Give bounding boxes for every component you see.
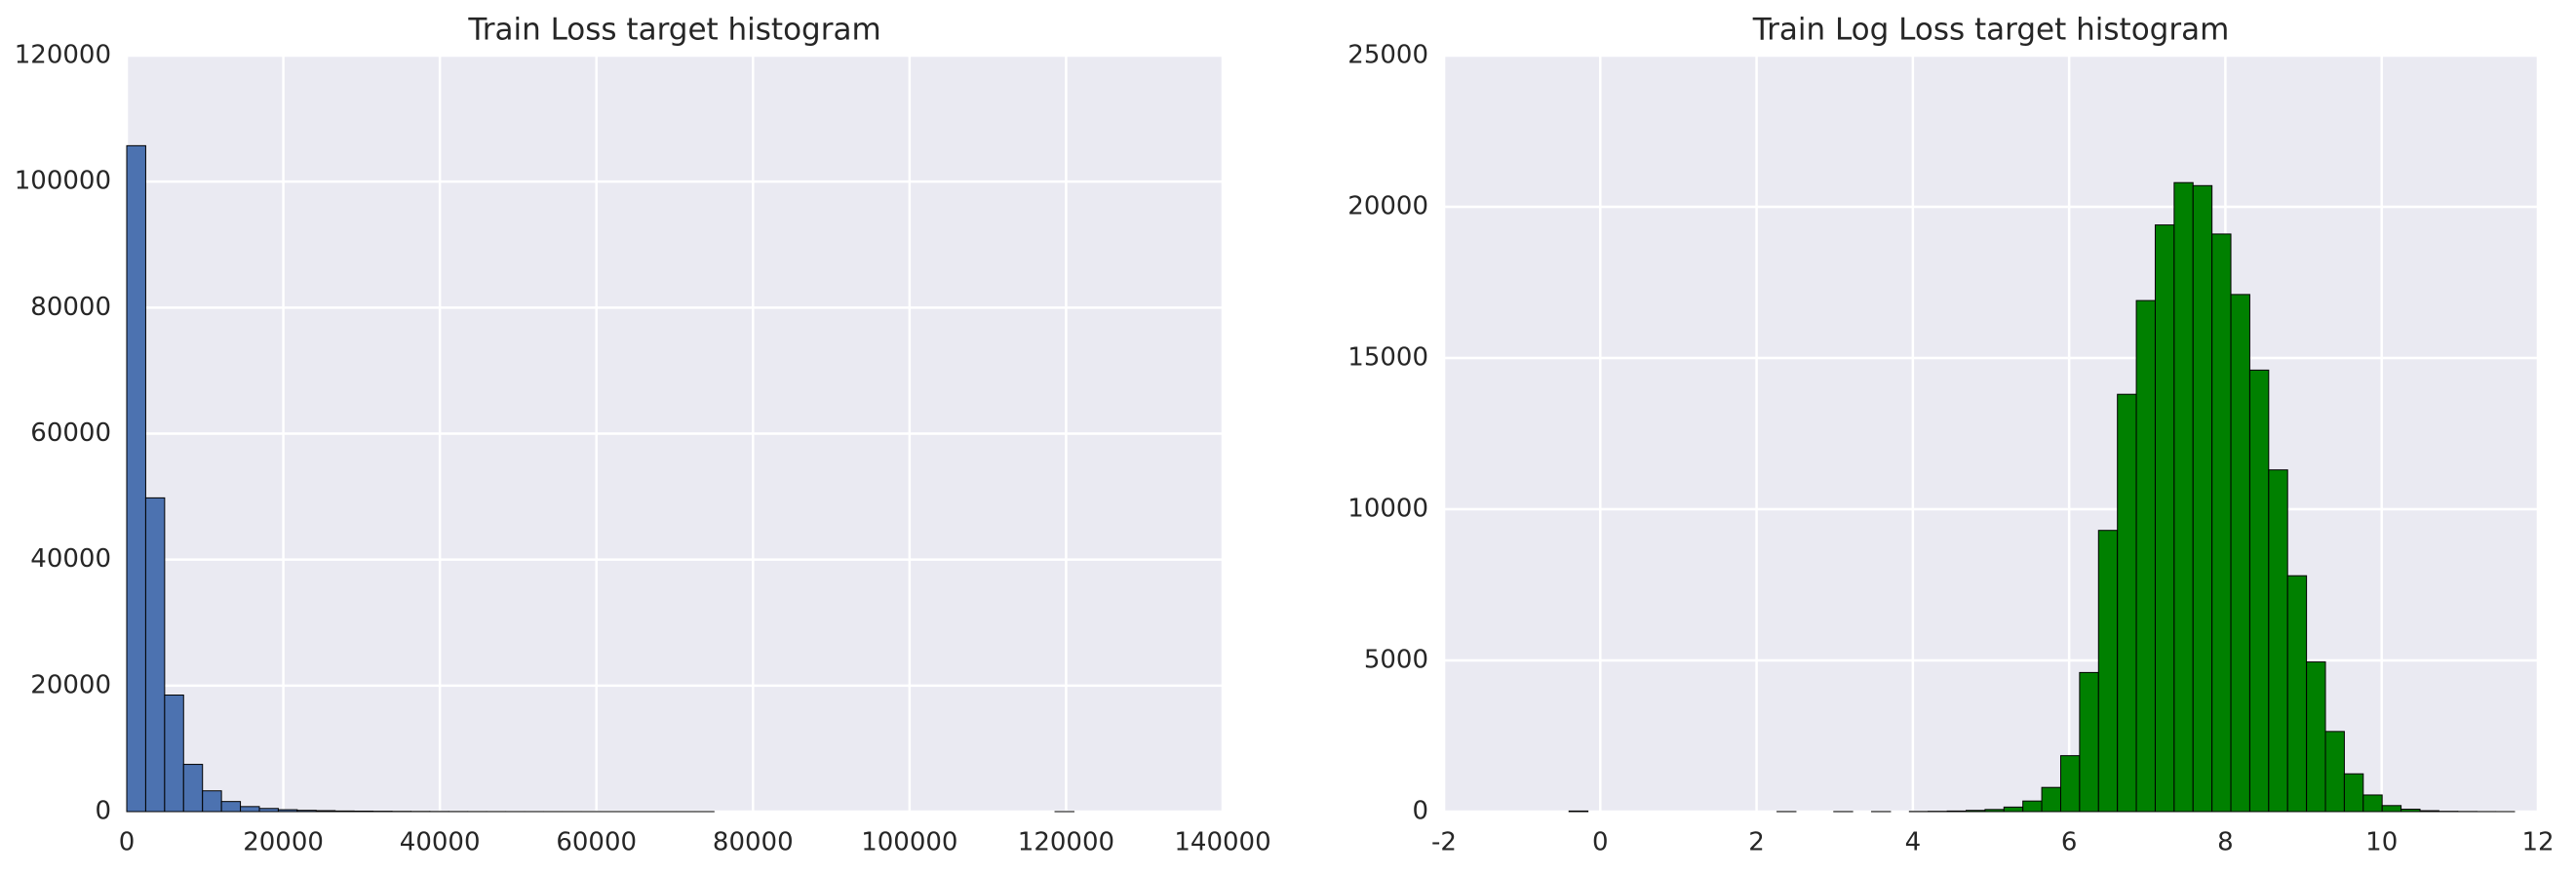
bar — [2097, 530, 2119, 813]
x-tick-label: 140000 — [1174, 828, 1270, 857]
y-tick-label: 80000 — [30, 293, 111, 322]
bar — [240, 806, 260, 813]
x-tick-label: 120000 — [1018, 828, 1114, 857]
x-tick-label: 0 — [119, 828, 136, 857]
bar — [2381, 805, 2402, 813]
bar — [2117, 393, 2137, 813]
bar — [334, 810, 355, 813]
bar — [258, 808, 279, 813]
bar — [2154, 224, 2175, 813]
bar — [144, 497, 166, 813]
bar — [2192, 184, 2213, 813]
bar — [2022, 800, 2043, 813]
y-tick-label: 60000 — [30, 418, 111, 448]
bar — [2286, 575, 2308, 813]
x-tick-label: 6 — [2061, 828, 2078, 857]
y-tick-label: 25000 — [1347, 41, 1428, 70]
x-tick-label: -2 — [1431, 828, 1457, 857]
bar — [1984, 809, 2005, 813]
bar — [2419, 810, 2439, 813]
bar — [182, 764, 204, 813]
bar — [2248, 369, 2270, 813]
x-tick-label: 10 — [2365, 828, 2398, 857]
x-tick-label: 40000 — [400, 828, 481, 857]
chart-title: Train Loss target histogram — [467, 13, 880, 48]
y-tick-label: 20000 — [30, 670, 111, 699]
bar — [2211, 233, 2232, 813]
x-tick-label: 0 — [1592, 828, 1609, 857]
y-tick-label: 15000 — [1347, 343, 1428, 373]
bar — [296, 810, 317, 813]
bar — [2059, 755, 2081, 813]
y-tick-label: 120000 — [15, 41, 111, 70]
bar — [2362, 794, 2383, 813]
bar — [2230, 294, 2250, 813]
plot-area — [1444, 56, 2538, 812]
chart-title: Train Log Loss target histogram — [1752, 13, 2230, 48]
bar — [2324, 731, 2345, 813]
y-tick-label: 100000 — [15, 167, 111, 196]
bar — [202, 790, 222, 813]
y-tick-label: 40000 — [30, 544, 111, 574]
x-tick-label: 8 — [2217, 828, 2234, 857]
x-tick-label: 60000 — [556, 828, 637, 857]
bar — [164, 695, 184, 813]
bar — [277, 809, 298, 813]
bar — [353, 810, 374, 813]
bar — [2135, 299, 2156, 813]
bar — [2306, 661, 2326, 813]
y-tick-label: 20000 — [1347, 192, 1428, 221]
bar — [220, 801, 242, 813]
bar — [2400, 809, 2421, 813]
bar — [2173, 181, 2194, 813]
bar — [2003, 806, 2024, 813]
x-tick-label: 20000 — [243, 828, 324, 857]
bar — [1568, 810, 1589, 813]
x-tick-label: 80000 — [713, 828, 794, 857]
bar — [2041, 786, 2061, 813]
bar — [1946, 810, 1968, 813]
bar — [2343, 773, 2364, 813]
x-tick-label: 100000 — [861, 828, 957, 857]
bar — [2079, 671, 2099, 813]
y-tick-label: 5000 — [1364, 646, 1428, 675]
bar — [1966, 810, 1986, 813]
bar — [126, 144, 146, 813]
bar — [2268, 469, 2288, 813]
x-tick-label: 2 — [1748, 828, 1765, 857]
x-tick-label: 4 — [1905, 828, 1922, 857]
y-tick-label: 0 — [95, 797, 111, 826]
y-tick-label: 0 — [1412, 797, 1428, 826]
y-tick-label: 10000 — [1347, 495, 1428, 524]
bar — [315, 810, 336, 813]
x-tick-label: 12 — [2521, 828, 2554, 857]
